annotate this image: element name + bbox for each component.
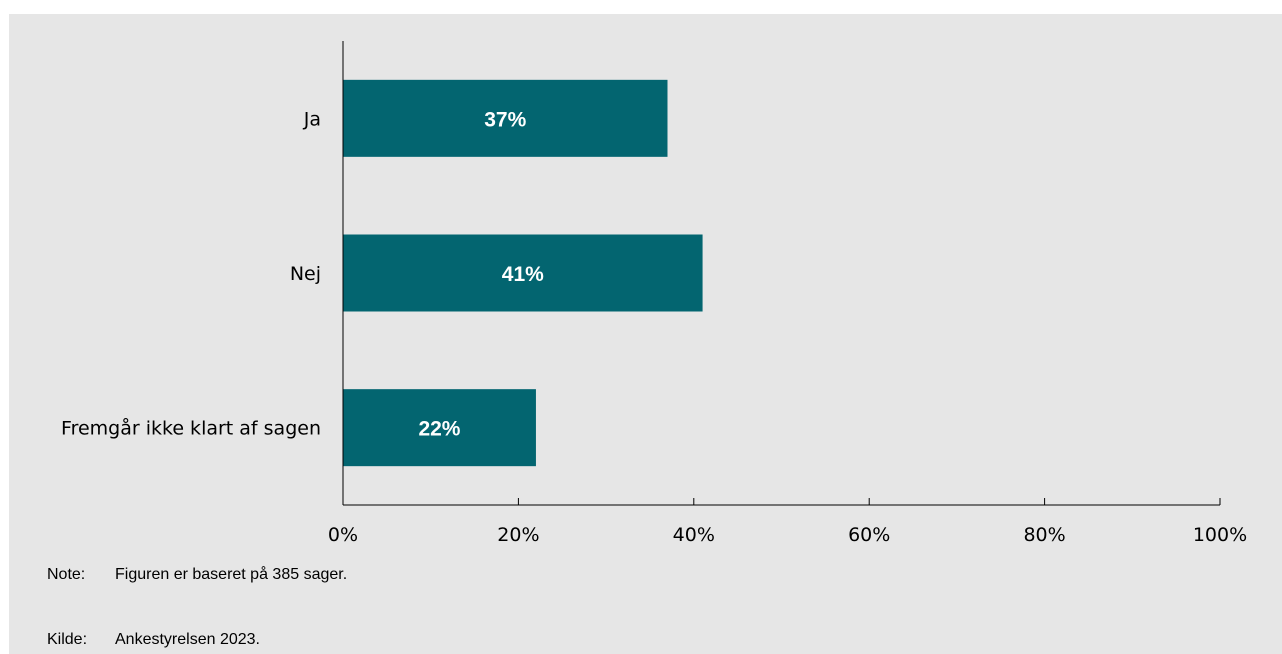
- category-label: Nej: [290, 263, 321, 285]
- note-label: Note:: [47, 566, 86, 583]
- labels-layer: 37% Ja 41% Nej 22% Fremgår ikke klart af sage…: [61, 108, 1247, 546]
- axes-layer: [342, 41, 1220, 506]
- x-tick-label: 80%: [1023, 524, 1065, 546]
- x-tick-label: 100%: [1193, 524, 1247, 546]
- x-tick-label: 20%: [497, 524, 539, 546]
- source-text: Ankestyrelsen 2023.: [115, 631, 260, 648]
- bar-2: [343, 234, 703, 312]
- x-tick-label: 60%: [848, 524, 890, 546]
- bar-value-label: 22%: [418, 418, 460, 441]
- source-footnote: Kilde: Ankestyrelsen 2023.: [47, 631, 260, 649]
- source-label: Kilde:: [47, 631, 88, 648]
- note-text: Figuren er baseret på 385 sager.: [115, 566, 348, 583]
- category-label: Ja: [303, 108, 321, 130]
- category-label: Fremgår ikke klart af sagen: [61, 417, 321, 440]
- note-footnote: Note: Figuren er baseret på 385 sager.: [47, 566, 347, 584]
- bar-value-label: 37%: [484, 108, 526, 131]
- bar-3: [343, 389, 536, 467]
- bar-1: [343, 79, 668, 157]
- ticks-layer: [342, 498, 1221, 505]
- x-tick-label: 0%: [328, 524, 358, 546]
- bars-layer: [343, 79, 703, 467]
- bar-value-label: 41%: [502, 263, 544, 286]
- x-tick-label: 40%: [673, 524, 715, 546]
